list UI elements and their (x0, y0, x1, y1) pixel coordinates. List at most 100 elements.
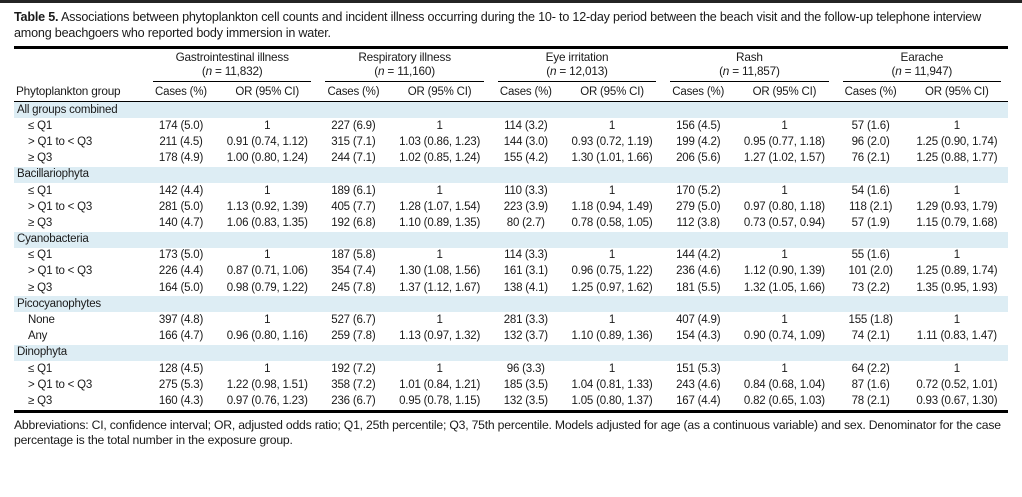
cases-cell: 178 (4.9) (158, 152, 204, 165)
page-top-edge-rule (0, 0, 1022, 3)
column-header-or-respiratory-illness: OR (95% CI) (388, 82, 491, 102)
cases-cell: 155 (1.8) (848, 314, 893, 327)
row-label: ≤ Q1 (28, 362, 53, 375)
cases-cell: 407 (4.9) (676, 314, 721, 327)
table-footnote: Abbreviations: CI, confidence interval; … (14, 417, 1001, 447)
section-row-picocyanophytes: Picocyanophytes (14, 296, 1009, 313)
or-cell: 0.97 (0.76, 1.23) (226, 394, 308, 407)
data-row-bacillariophyta-q1: ≤ Q1 142 (4.4) 1 189 (6.1) 1 110 (3.3) 1 170 (5… (14, 183, 1008, 199)
table-header: Phytoplankton group Gastrointestinal ill… (14, 49, 1009, 102)
cases-cell: 170 (5.2) (676, 184, 721, 197)
cases-cell: 156 (4.5) (676, 119, 721, 132)
row-label: > Q1 to < Q3 (28, 265, 93, 278)
or-cell: 1.06 (0.83, 1.35) (226, 216, 308, 229)
cases-cell: 140 (4.7) (158, 216, 204, 229)
cases-cell: 259 (7.8) (331, 330, 376, 343)
or-cell: 0.96 (0.80, 1.16) (226, 330, 308, 343)
row-label: ≥ Q3 (28, 281, 53, 294)
or-cell: 1 (608, 314, 616, 327)
cases-cell: 161 (3.1) (503, 265, 548, 278)
cases-cell: 76 (2.1) (851, 152, 890, 165)
or-cell: 1 (953, 119, 960, 132)
data-row-dinophyta-q1-to-q3: > Q1 to < Q3 275 (5.3) 1.22 (0.98, 1.51) 35… (14, 377, 1008, 393)
cases-cell: 151 (5.3) (676, 362, 721, 375)
row-label: > Q1 to < Q3 (28, 378, 93, 391)
cases-cell: 138 (4.1) (503, 281, 548, 294)
cases-cell: 281 (5.0) (158, 200, 204, 213)
cases-cell: 245 (7.8) (331, 281, 376, 294)
cases-cell: 144 (3.0) (503, 135, 548, 148)
cases-cell: 80 (2.7) (506, 216, 545, 229)
cases-cell: 142 (4.4) (158, 184, 204, 197)
cases-cell: 144 (4.2) (676, 249, 721, 262)
or-cell: 1 (953, 249, 960, 262)
section-row-all-groups-combined: All groups combined (14, 101, 1009, 119)
table-figure: Table 5. Associations between phytoplank… (0, 3, 1022, 448)
cases-cell: 181 (5.5) (676, 281, 721, 294)
cases-cell: 96 (2.0) (851, 135, 890, 148)
column-group-rash: Rash (n = 11,857) (663, 49, 835, 82)
column-header-cases-earache: Cases (%) (835, 82, 906, 102)
or-cell: 1 (781, 184, 788, 197)
or-cell: 1 (608, 119, 616, 132)
cases-cell: 185 (3.5) (503, 378, 548, 391)
or-cell: 1 (436, 362, 443, 375)
data-row-all-groups-combined-q3: ≥ Q3 178 (4.9) 1.00 (0.80, 1.24) 244 (7.1) 1… (14, 151, 1008, 167)
or-cell: 1 (436, 314, 443, 327)
or-cell: 0.97 (0.80, 1.18) (743, 200, 825, 213)
cases-cell: 132 (3.5) (503, 394, 548, 407)
or-cell: 1.25 (0.90, 1.74) (916, 135, 998, 148)
or-cell: 1.02 (0.85, 1.24) (399, 152, 481, 165)
or-cell: 1.27 (1.02, 1.57) (743, 152, 825, 165)
cases-cell: 78 (2.1) (851, 394, 890, 407)
or-cell: 1.12 (0.90, 1.39) (743, 265, 825, 278)
cases-cell: 174 (5.0) (158, 119, 204, 132)
cases-cell: 527 (6.7) (331, 314, 376, 327)
cases-cell: 57 (1.9) (851, 216, 890, 229)
or-cell: 0.95 (0.77, 1.18) (743, 135, 825, 148)
table-number-label: Table 5. (14, 10, 59, 24)
or-cell: 1 (608, 362, 616, 375)
cases-cell: 54 (1.6) (851, 184, 890, 197)
row-label: > Q1 to < Q3 (28, 135, 93, 148)
data-row-cyanobacteria-q1: ≤ Q1 173 (5.0) 1 187 (5.8) 1 114 (3.3) 1 144 (4… (14, 248, 1008, 264)
or-cell: 1 (436, 249, 443, 262)
data-row-all-groups-combined-q1-to-q3: > Q1 to < Q3 211 (4.5) 0.91 (0.74, 1.12) 31… (14, 134, 1008, 150)
cases-cell: 73 (2.2) (851, 281, 890, 294)
data-row-picocyanophytes-any: Any 166 (4.7) 0.96 (0.80, 1.16) 259 (7.8) 1.… (14, 329, 1008, 345)
or-cell: 1.01 (0.84, 1.21) (399, 378, 481, 391)
cases-cell: 154 (4.3) (676, 330, 721, 343)
column-header-or-gastrointestinal-illness: OR (95% CI) (216, 82, 319, 102)
section-row-dinophyta: Dinophyta (14, 344, 1009, 361)
or-cell: 1 (953, 184, 960, 197)
cases-cell: 397 (4.8) (158, 314, 204, 327)
or-cell: 1.25 (0.89, 1.74) (916, 265, 998, 278)
or-cell: 1.13 (0.97, 1.32) (399, 330, 481, 343)
or-cell: 1.05 (0.80, 1.37) (571, 394, 653, 407)
column-header-cases-respiratory-illness: Cases (%) (318, 82, 389, 102)
or-cell: 1 (264, 362, 271, 375)
or-cell: 1 (436, 119, 443, 132)
table-title: Table 5. Associations between phytoplank… (14, 9, 1008, 41)
or-cell: 0.78 (0.58, 1.05) (571, 216, 653, 229)
data-row-dinophyta-q1: ≤ Q1 128 (4.5) 1 192 (7.2) 1 96 (3.3) 1 151 (5.… (14, 361, 1008, 377)
row-label: Any (28, 330, 48, 343)
cases-cell: 227 (6.9) (331, 119, 376, 132)
or-cell: 0.82 (0.65, 1.03) (743, 394, 825, 407)
cases-cell: 132 (3.7) (503, 330, 548, 343)
or-cell: 1 (436, 184, 443, 197)
cases-cell: 236 (4.6) (676, 265, 721, 278)
or-cell: 1.37 (1.12, 1.67) (399, 281, 481, 294)
row-label: > Q1 to < Q3 (28, 200, 93, 213)
row-label: ≥ Q3 (28, 152, 53, 165)
cases-cell: 114 (3.2) (504, 119, 548, 132)
or-cell: 1 (264, 314, 271, 327)
or-cell: 0.73 (0.57, 0.94) (743, 216, 825, 229)
or-cell: 1 (264, 249, 271, 262)
section-label: Dinophyta (14, 344, 1009, 361)
or-cell: 1.32 (1.05, 1.66) (743, 281, 825, 294)
data-row-cyanobacteria-q3: ≥ Q3 164 (5.0) 0.98 (0.79, 1.22) 245 (7.8) 1… (14, 280, 1008, 296)
or-cell: 1.10 (0.89, 1.35) (399, 216, 481, 229)
cases-cell: 275 (5.3) (158, 378, 204, 391)
data-row-cyanobacteria-q1-to-q3: > Q1 to < Q3 226 (4.4) 0.87 (0.71, 1.06) 35… (14, 264, 1008, 280)
